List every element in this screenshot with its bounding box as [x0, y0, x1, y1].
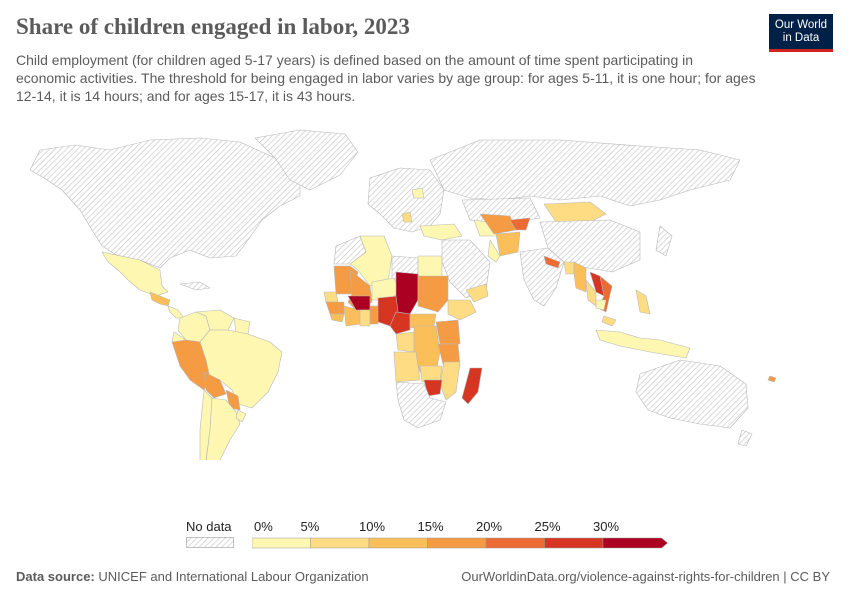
- country-namibia-sa[interactable]: [395, 381, 447, 429]
- country-sierra-leone[interactable]: [329, 313, 345, 323]
- region-japan[interactable]: [655, 225, 673, 257]
- legend-color-bar: [252, 537, 668, 549]
- country-central-america-2[interactable]: [167, 305, 185, 319]
- legend-tick-label: 0%: [254, 519, 273, 534]
- region-greenland[interactable]: [254, 129, 359, 191]
- legend-tick-label: 20%: [476, 519, 503, 534]
- region-russia[interactable]: [429, 139, 741, 207]
- country-nepal[interactable]: [543, 255, 561, 269]
- logo-line-1: Our World: [774, 18, 828, 31]
- region-india[interactable]: [519, 247, 565, 307]
- country-uruguay[interactable]: [235, 409, 247, 423]
- legend-swatch-2: [368, 537, 428, 549]
- legend-tick-label: 30%: [593, 519, 620, 534]
- country-sudan[interactable]: [417, 275, 449, 313]
- legend-swatch-4: [485, 537, 545, 549]
- legend-swatch-0: [252, 537, 311, 549]
- country-madagascar[interactable]: [461, 367, 483, 405]
- logo-line-2: in Data: [782, 31, 820, 44]
- country-bolivia[interactable]: [203, 371, 227, 399]
- country-guinea[interactable]: [325, 301, 345, 315]
- country-cameroon[interactable]: [389, 311, 411, 335]
- region-china[interactable]: [539, 219, 641, 273]
- country-ghana[interactable]: [359, 309, 371, 327]
- chart-subtitle: Child employment (for children aged 5-17…: [16, 52, 756, 104]
- legend-tick-label: 25%: [534, 519, 561, 534]
- country-ethiopia[interactable]: [447, 299, 477, 321]
- country-zambia[interactable]: [419, 365, 443, 383]
- world-map[interactable]: [0, 120, 850, 460]
- legend-swatch-3: [427, 537, 487, 549]
- country-togo-benin[interactable]: [369, 305, 379, 325]
- region-nz[interactable]: [737, 429, 753, 447]
- country-serbia[interactable]: [401, 211, 413, 223]
- legend-swatch-1: [310, 537, 370, 549]
- source-label: Data source:: [16, 569, 95, 584]
- country-mongolia[interactable]: [543, 201, 607, 223]
- country-argentina[interactable]: [205, 397, 241, 460]
- country-vanuatu[interactable]: [767, 375, 777, 383]
- country-gabon-congo[interactable]: [395, 331, 415, 353]
- country-myanmar[interactable]: [573, 261, 587, 293]
- region-caribbean[interactable]: [179, 281, 211, 291]
- legend-swatch-6: [602, 537, 668, 549]
- region-north-america[interactable]: [29, 137, 301, 269]
- legend-tick-label: 5%: [300, 519, 320, 534]
- legend-swatch-5: [544, 537, 604, 549]
- country-mozambique[interactable]: [439, 361, 461, 401]
- country-brazil[interactable]: [199, 329, 283, 409]
- country-yemen[interactable]: [465, 283, 489, 303]
- legend-tick-label: 10%: [359, 519, 386, 534]
- chart-title: Share of children engaged in labor, 2023: [16, 14, 410, 39]
- country-angola[interactable]: [393, 351, 421, 383]
- country-indonesia[interactable]: [595, 329, 691, 359]
- legend-no-data-label: No data: [186, 519, 232, 534]
- source-text: UNICEF and International Labour Organiza…: [98, 569, 369, 584]
- country-senegal[interactable]: [323, 291, 339, 303]
- country-niger[interactable]: [371, 277, 401, 301]
- country-bangladesh[interactable]: [563, 261, 575, 275]
- country-belarus[interactable]: [411, 187, 425, 199]
- region-australia[interactable]: [635, 359, 749, 429]
- owid-logo[interactable]: Our World in Data: [769, 14, 833, 52]
- country-pakistan[interactable]: [487, 239, 501, 263]
- country-cambodia[interactable]: [595, 299, 607, 311]
- country-uganda-kenya[interactable]: [435, 319, 461, 345]
- region-europe[interactable]: [367, 167, 445, 233]
- country-afghanistan[interactable]: [495, 231, 521, 257]
- footer-source: Data source: UNICEF and International La…: [16, 569, 369, 584]
- country-philippines[interactable]: [635, 289, 651, 315]
- country-malaysia[interactable]: [601, 315, 617, 327]
- country-turkey-region[interactable]: [419, 223, 463, 241]
- legend-tick-label: 15%: [417, 519, 444, 534]
- country-chad[interactable]: [395, 271, 419, 315]
- footer-url[interactable]: OurWorldinData.org/violence-against-righ…: [461, 569, 830, 584]
- country-tajikistan[interactable]: [509, 217, 531, 231]
- legend-no-data-swatch: [186, 537, 234, 548]
